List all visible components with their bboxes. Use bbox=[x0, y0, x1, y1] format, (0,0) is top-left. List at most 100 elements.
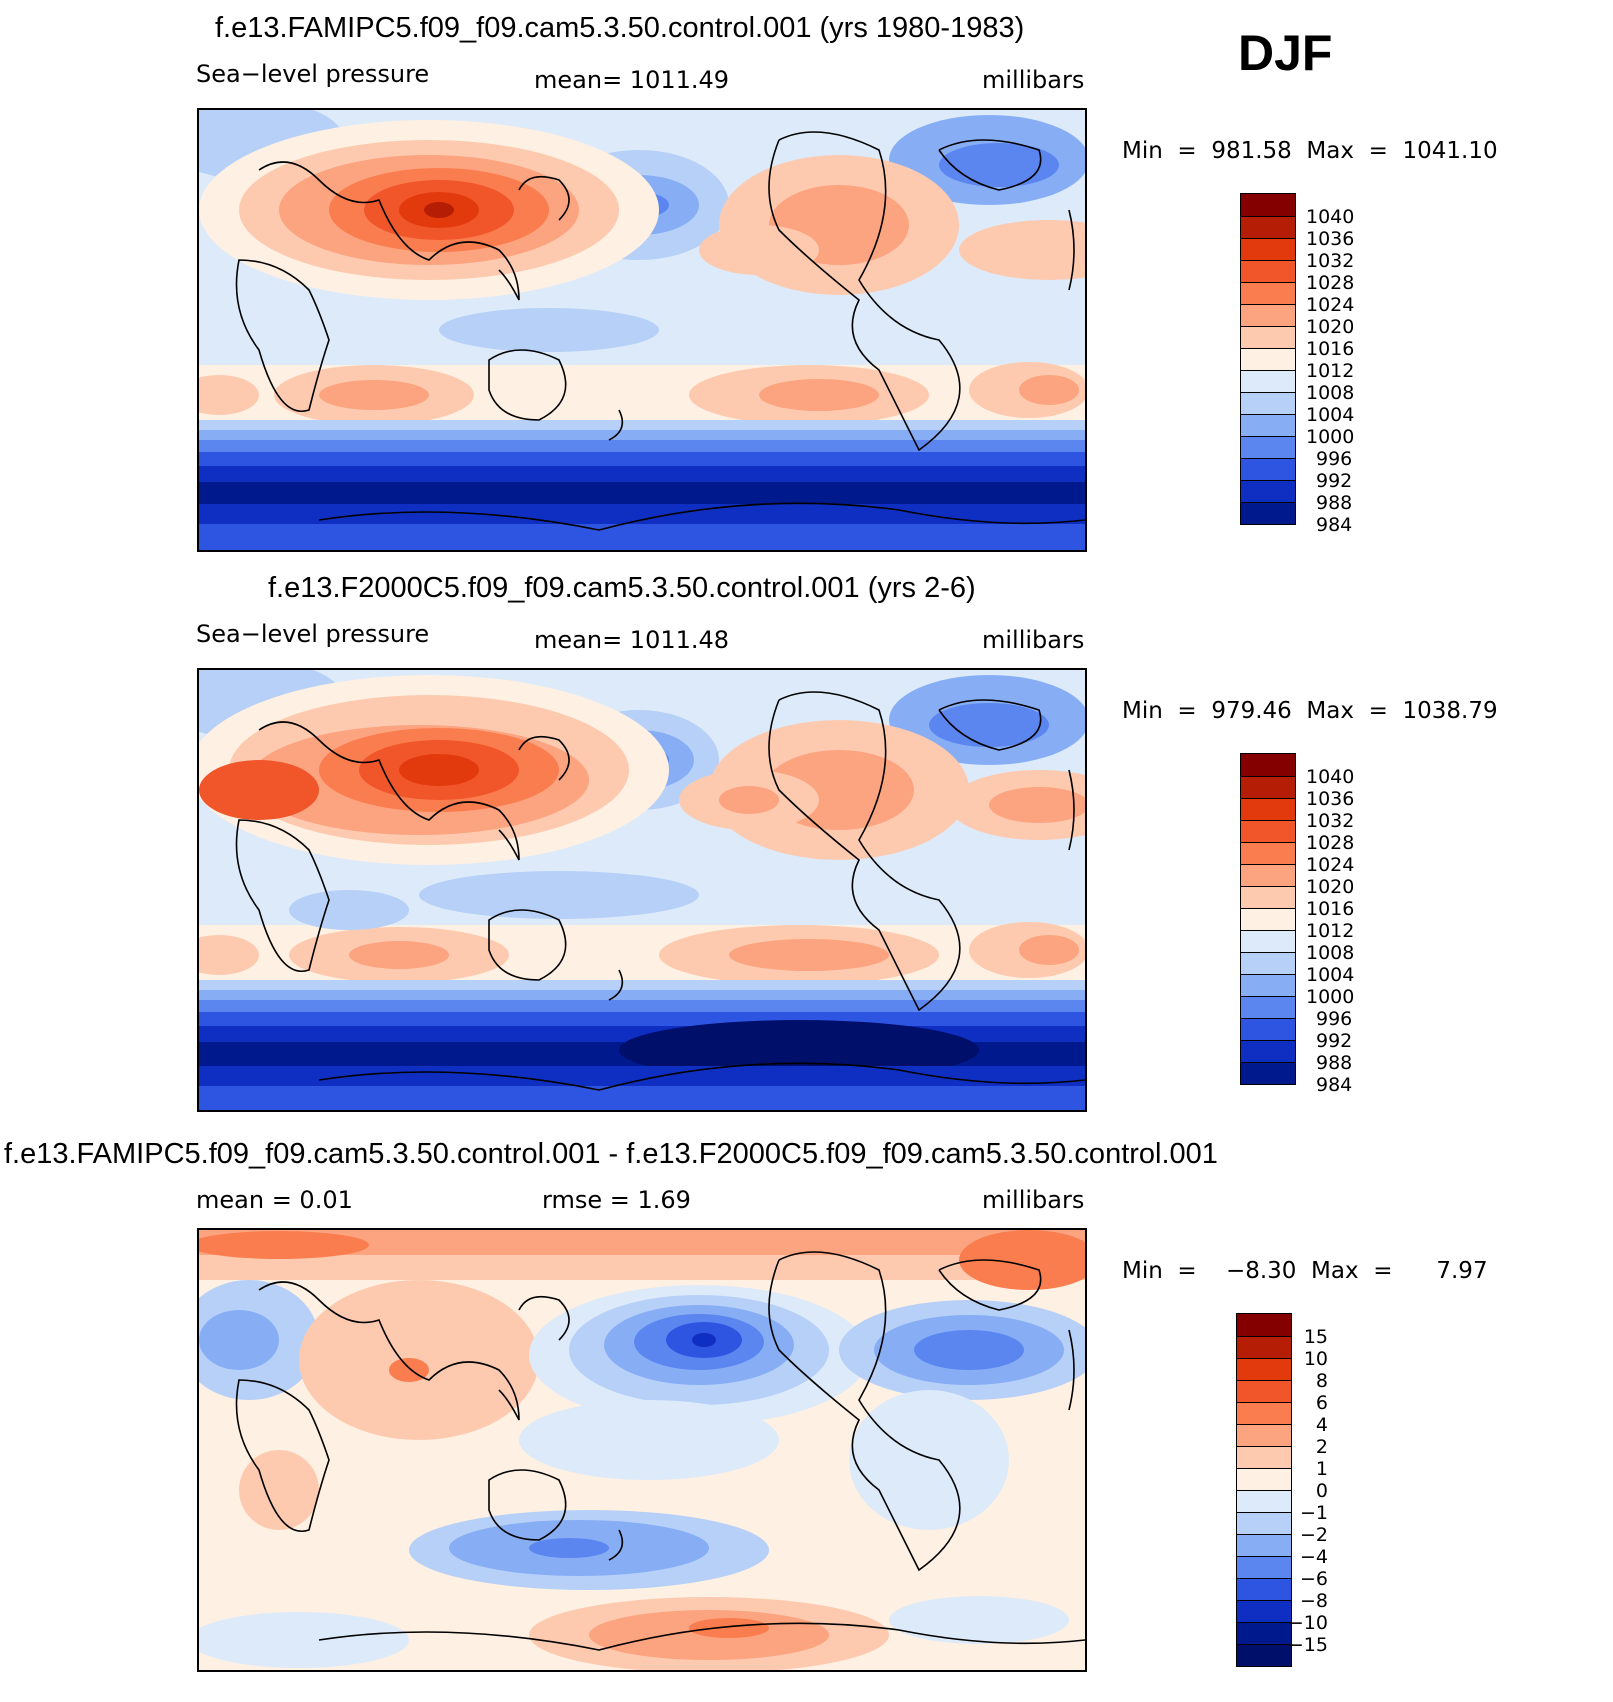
colorbar-label: −8 bbox=[1299, 1590, 1328, 1612]
panel-2-minmax: Min = 979.46 Max = 1038.79 bbox=[1122, 698, 1498, 724]
colorbar-segment bbox=[1241, 348, 1295, 370]
colorbar-label: 1040 bbox=[1306, 766, 1355, 788]
panel-1-field bbox=[199, 110, 1085, 550]
panel-2-title: f.e13.F2000C5.f09_f09.cam5.3.50.control.… bbox=[268, 572, 976, 604]
panel-3-colorbar bbox=[1236, 1313, 1292, 1667]
colorbar-label: 1032 bbox=[1306, 250, 1355, 272]
colorbar-label: 1036 bbox=[1306, 788, 1355, 810]
colorbar-segment bbox=[1237, 1512, 1291, 1534]
colorbar-segment bbox=[1237, 1600, 1291, 1622]
panel-3-minmax: Min = −8.30 Max = 7.97 bbox=[1122, 1258, 1488, 1284]
colorbar-segment bbox=[1237, 1424, 1291, 1446]
colorbar-label: −2 bbox=[1299, 1524, 1328, 1546]
colorbar-label: 1016 bbox=[1306, 898, 1355, 920]
panel-1-colorbar bbox=[1240, 193, 1296, 525]
colorbar-label: −15 bbox=[1287, 1634, 1328, 1656]
colorbar-label: 15 bbox=[1303, 1326, 1328, 1348]
colorbar-label: 1036 bbox=[1306, 228, 1355, 250]
panel-2-units-label: millibars bbox=[982, 626, 1085, 654]
colorbar-label: 0 bbox=[1315, 1480, 1328, 1502]
colorbar-segment bbox=[1241, 996, 1295, 1018]
colorbar-segment bbox=[1237, 1358, 1291, 1380]
panel-1-map bbox=[197, 108, 1087, 552]
colorbar-label: 984 bbox=[1316, 514, 1353, 536]
colorbar-label: 992 bbox=[1316, 1030, 1353, 1052]
colorbar-segment bbox=[1241, 260, 1295, 282]
panel-2-variable-label: Sea−level pressure bbox=[196, 620, 430, 648]
colorbar-segment bbox=[1237, 1556, 1291, 1578]
colorbar-segment bbox=[1237, 1490, 1291, 1512]
colorbar-segment bbox=[1237, 1468, 1291, 1490]
colorbar-segment bbox=[1241, 952, 1295, 974]
colorbar-segment bbox=[1237, 1578, 1291, 1600]
colorbar-segment bbox=[1241, 1062, 1295, 1084]
panel-3-rmse-label: rmse = 1.69 bbox=[542, 1186, 691, 1214]
colorbar-label: −10 bbox=[1287, 1612, 1328, 1634]
colorbar-label: 8 bbox=[1315, 1370, 1328, 1392]
panel-3-title: f.e13.FAMIPC5.f09_f09.cam5.3.50.control.… bbox=[4, 1138, 1218, 1170]
panel-2-field bbox=[199, 670, 1085, 1110]
colorbar-label: 1024 bbox=[1306, 294, 1355, 316]
colorbar-label: −6 bbox=[1299, 1568, 1328, 1590]
colorbar-segment bbox=[1241, 908, 1295, 930]
colorbar-label: −1 bbox=[1299, 1502, 1328, 1524]
colorbar-segment bbox=[1241, 370, 1295, 392]
colorbar-label: 1000 bbox=[1306, 986, 1355, 1008]
colorbar-segment bbox=[1241, 458, 1295, 480]
colorbar-label: 1028 bbox=[1306, 272, 1355, 294]
season-label: DJF bbox=[1238, 25, 1333, 81]
panel-1-units-label: millibars bbox=[982, 66, 1085, 94]
colorbar-label: 1000 bbox=[1306, 426, 1355, 448]
colorbar-segment bbox=[1241, 326, 1295, 348]
colorbar-segment bbox=[1241, 216, 1295, 238]
colorbar-segment bbox=[1241, 304, 1295, 326]
panel-3-field bbox=[199, 1230, 1085, 1670]
colorbar-segment bbox=[1241, 480, 1295, 502]
colorbar-label: 996 bbox=[1316, 1008, 1353, 1030]
panel-1-mean-label: mean= 1011.49 bbox=[534, 66, 730, 94]
colorbar-segment bbox=[1241, 776, 1295, 798]
colorbar-segment bbox=[1237, 1402, 1291, 1424]
colorbar-segment bbox=[1241, 864, 1295, 886]
colorbar-segment bbox=[1237, 1314, 1291, 1336]
panel-1-title: f.e13.FAMIPC5.f09_f09.cam5.3.50.control.… bbox=[215, 12, 1025, 44]
colorbar-label: 1008 bbox=[1306, 382, 1355, 404]
colorbar-label: 1004 bbox=[1306, 404, 1355, 426]
colorbar-label: 6 bbox=[1315, 1392, 1328, 1414]
panel-2-mean-label: mean= 1011.48 bbox=[534, 626, 730, 654]
colorbar-label: 1040 bbox=[1306, 206, 1355, 228]
colorbar-label: 988 bbox=[1316, 1052, 1353, 1074]
panel-1-variable-label: Sea−level pressure bbox=[196, 60, 430, 88]
colorbar-label: 4 bbox=[1315, 1414, 1328, 1436]
colorbar-label: 984 bbox=[1316, 1074, 1353, 1096]
colorbar-label: 1016 bbox=[1306, 338, 1355, 360]
colorbar-segment bbox=[1241, 194, 1295, 216]
colorbar-segment bbox=[1241, 886, 1295, 908]
colorbar-segment bbox=[1241, 930, 1295, 952]
colorbar-segment bbox=[1241, 1018, 1295, 1040]
colorbar-segment bbox=[1237, 1380, 1291, 1402]
panel-3-map bbox=[197, 1228, 1087, 1672]
colorbar-label: 996 bbox=[1316, 448, 1353, 470]
colorbar-segment bbox=[1241, 842, 1295, 864]
colorbar-segment bbox=[1241, 502, 1295, 524]
colorbar-segment bbox=[1241, 798, 1295, 820]
colorbar-segment bbox=[1241, 1040, 1295, 1062]
colorbar-label: 1 bbox=[1315, 1458, 1328, 1480]
colorbar-segment bbox=[1241, 754, 1295, 776]
colorbar-label: 10 bbox=[1303, 1348, 1328, 1370]
colorbar-segment bbox=[1241, 820, 1295, 842]
colorbar-label: 1024 bbox=[1306, 854, 1355, 876]
colorbar-label: 1020 bbox=[1306, 316, 1355, 338]
panel-2-colorbar bbox=[1240, 753, 1296, 1085]
colorbar-label: 1004 bbox=[1306, 964, 1355, 986]
colorbar-segment bbox=[1241, 436, 1295, 458]
colorbar-label: 1012 bbox=[1306, 360, 1355, 382]
colorbar-segment bbox=[1241, 238, 1295, 260]
colorbar-segment bbox=[1237, 1622, 1291, 1644]
colorbar-label: 1020 bbox=[1306, 876, 1355, 898]
colorbar-label: 1008 bbox=[1306, 942, 1355, 964]
colorbar-segment bbox=[1241, 392, 1295, 414]
panel-1-minmax: Min = 981.58 Max = 1041.10 bbox=[1122, 138, 1498, 164]
colorbar-segment bbox=[1241, 282, 1295, 304]
